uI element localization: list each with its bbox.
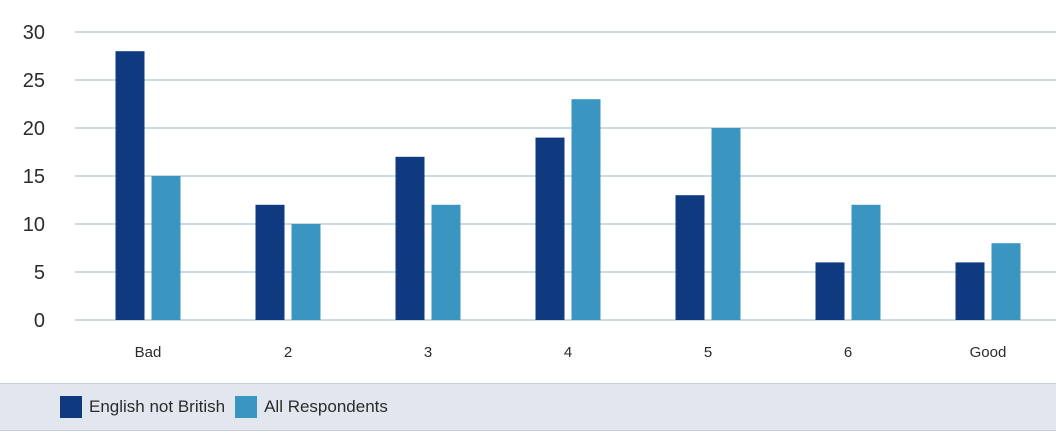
y-tick-label: 0 bbox=[34, 310, 45, 332]
bar-series-1-5 bbox=[675, 195, 705, 320]
bar-series-1-6 bbox=[815, 262, 845, 320]
legend-item-series-2: All Respondents bbox=[235, 396, 388, 418]
y-tick-label: 20 bbox=[23, 118, 45, 140]
bar-series-1-3 bbox=[395, 156, 425, 320]
y-tick-label: 15 bbox=[23, 166, 45, 188]
bars bbox=[115, 51, 1021, 320]
bar-series-2-6 bbox=[851, 204, 881, 320]
bar-series-1-4 bbox=[535, 137, 565, 320]
bar-series-2-5 bbox=[711, 128, 741, 320]
x-tick-label: 6 bbox=[844, 344, 852, 361]
bar-series-1-Good bbox=[955, 262, 985, 320]
bar-series-2-4 bbox=[571, 99, 601, 320]
y-tick-label: 30 bbox=[23, 22, 45, 44]
bar-series-2-2 bbox=[291, 224, 321, 320]
legend-swatch-series-1 bbox=[60, 396, 82, 418]
y-tick-label: 5 bbox=[34, 262, 45, 284]
x-tick-label: 5 bbox=[704, 344, 712, 361]
bar-series-2-Bad bbox=[151, 176, 181, 320]
x-tick-label: Good bbox=[970, 344, 1007, 361]
legend-swatch-series-2 bbox=[235, 396, 258, 418]
x-tick-label: 2 bbox=[284, 344, 292, 361]
x-axis-ticks: Bad 2 3 4 5 6 Good bbox=[135, 344, 1007, 361]
x-tick-label: 3 bbox=[424, 344, 432, 361]
bar-chart: 0 5 10 15 20 25 30 Bad 2 3 4 5 6 Good bbox=[23, 22, 1056, 361]
y-tick-label: 10 bbox=[23, 214, 45, 236]
y-tick-label: 25 bbox=[23, 70, 45, 92]
bar-series-1-2 bbox=[255, 204, 285, 320]
bar-series-2-Good bbox=[991, 243, 1021, 320]
x-tick-label: 4 bbox=[564, 344, 572, 361]
y-axis-ticks: 0 5 10 15 20 25 30 bbox=[23, 22, 45, 332]
gridlines bbox=[75, 31, 1056, 321]
bar-series-1-Bad bbox=[115, 51, 145, 320]
legend-item-series-1: English not British bbox=[60, 396, 225, 418]
legend-label-series-2: All Respondents bbox=[264, 397, 388, 416]
legend: English not British All Respondents bbox=[0, 383, 1056, 431]
legend-label-series-1: English not British bbox=[89, 397, 226, 416]
bar-series-2-3 bbox=[431, 204, 461, 320]
x-tick-label: Bad bbox=[135, 344, 162, 361]
